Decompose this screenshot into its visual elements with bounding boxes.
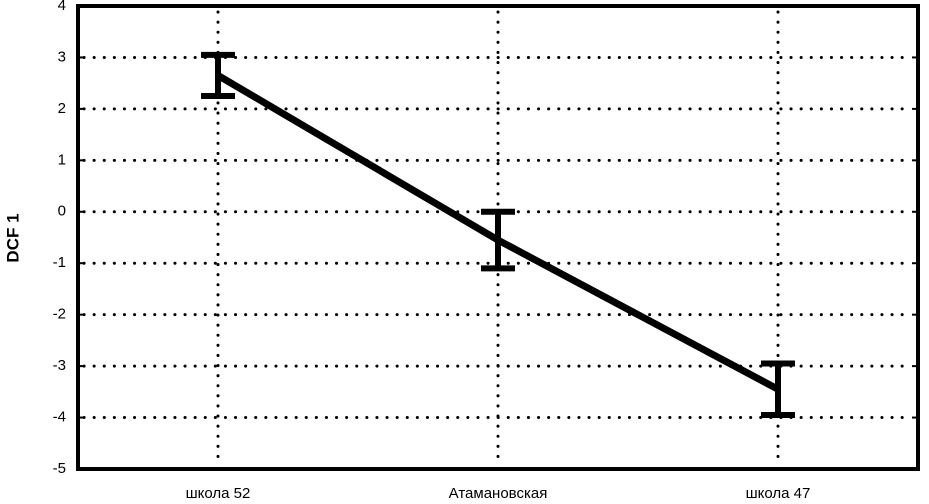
error-bar [481, 208, 515, 272]
error-bar [201, 51, 235, 100]
y-tick-label: -2 [53, 306, 66, 323]
y-tick-label: 1 [58, 151, 66, 168]
y-tick-label: 4 [58, 0, 66, 14]
x-tick-label: школа 47 [746, 485, 811, 502]
y-tick-label: -1 [53, 254, 66, 271]
y-tick-label: -5 [53, 460, 66, 477]
x-tick-label: Атамановская [449, 485, 548, 502]
y-tick-label: 0 [58, 203, 66, 220]
error-bar [761, 360, 795, 418]
plot-frame [76, 4, 920, 471]
y-tick-label: -4 [53, 409, 66, 426]
y-tick-label: 3 [58, 48, 66, 65]
y-axis-label: DCF 1 [3, 213, 22, 262]
y-tick-label: -3 [53, 357, 66, 374]
y-tick-label: 2 [58, 100, 66, 117]
x-tick-label: школа 52 [186, 485, 251, 502]
